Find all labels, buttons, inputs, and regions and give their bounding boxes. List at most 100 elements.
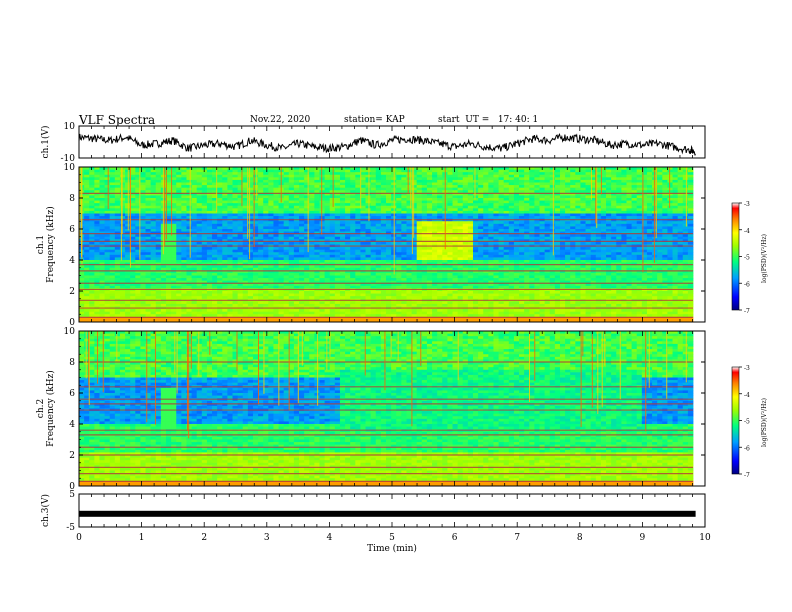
ch1-spectrogram-cell bbox=[560, 177, 566, 180]
ch1-spectrogram-cell bbox=[401, 170, 407, 173]
ch1-spectrogram-cell bbox=[488, 175, 494, 178]
ch1-spectrogram-cell bbox=[493, 185, 499, 188]
ch1-spectrogram-cell bbox=[432, 188, 438, 191]
ch1-spectrogram-cell bbox=[580, 195, 586, 198]
ch1-spectrogram-cell bbox=[151, 208, 157, 211]
ch1-spectrogram-cell bbox=[304, 180, 310, 183]
ch1-spectrogram-cell bbox=[350, 208, 356, 211]
ch1-spectrogram-cell bbox=[514, 208, 520, 211]
ch1-spectrogram-cell bbox=[417, 214, 423, 217]
ch1-spectrogram-cell bbox=[289, 201, 295, 204]
ch1-spectrogram-cell bbox=[366, 201, 372, 204]
ch1-spectrogram-cell bbox=[222, 208, 228, 211]
ch1-spectrogram-cell bbox=[299, 185, 305, 188]
ch1-spectrogram-cell bbox=[473, 172, 479, 175]
ch1-spectrogram-cell bbox=[340, 198, 346, 201]
ch1-spectrogram-cell bbox=[529, 211, 535, 214]
ch1-spectrogram-cell bbox=[94, 214, 100, 217]
ch1-spectrogram-cell bbox=[268, 216, 274, 219]
ch1-spectrogram-cell bbox=[202, 175, 208, 178]
ch1-spectrogram-cell bbox=[683, 214, 689, 217]
ch1-spectrogram-cell bbox=[258, 188, 264, 191]
ch1-spectrogram-cell bbox=[309, 170, 315, 173]
ch1-spectrogram-cell bbox=[509, 180, 515, 183]
ch1-spectrogram-cell bbox=[314, 216, 320, 219]
ch1-spectrogram-cell bbox=[458, 188, 464, 191]
ch1-spectrogram-cell bbox=[366, 203, 372, 206]
ch1-spectrogram-cell bbox=[667, 172, 673, 175]
ch1-spectrogram-cell bbox=[632, 183, 638, 186]
ch1-spectrogram-cell bbox=[534, 185, 540, 188]
ch1-spectrogram-cell bbox=[273, 216, 279, 219]
ch1-spectrogram-cell bbox=[488, 198, 494, 201]
ch1-spectrogram-cell bbox=[146, 183, 152, 186]
ch1-spectrogram-cell bbox=[212, 216, 218, 219]
ch1-spectrogram-cell bbox=[432, 201, 438, 204]
ch1-spectrogram-cell bbox=[468, 183, 474, 186]
ch1-spectrogram-cell bbox=[514, 188, 520, 191]
ch1-spectrogram-cell bbox=[621, 198, 627, 201]
ch1-spectrogram-cell bbox=[99, 170, 105, 173]
ch1-spectrogram-cell bbox=[509, 201, 515, 204]
ch1-spectrogram-cell bbox=[499, 195, 505, 198]
ch1-spectrogram-cell bbox=[186, 177, 192, 180]
ch1-spectrogram-cell bbox=[151, 198, 157, 201]
ch1-spectrogram-cell bbox=[565, 188, 571, 191]
ch1-spectrogram-cell bbox=[667, 195, 673, 198]
ch1-spectrogram-cell bbox=[181, 206, 187, 209]
ch1-spectrogram-cell bbox=[299, 211, 305, 214]
ch1-spectrogram-cell bbox=[207, 195, 213, 198]
ch1-spectrogram-cell bbox=[575, 185, 581, 188]
ch1-spectrogram-cell bbox=[396, 221, 402, 224]
ch1-spectrogram-cell bbox=[422, 216, 428, 219]
ch1-spectrogram-cell bbox=[212, 221, 218, 224]
ch1-spectrogram-cell bbox=[621, 201, 627, 204]
ch1-spectrogram-cell bbox=[565, 214, 571, 217]
ch1-spectrogram-cell bbox=[560, 203, 566, 206]
ch1-spectrogram-cell bbox=[683, 188, 689, 191]
ch1-spectrogram-cell bbox=[371, 188, 377, 191]
ch1-spectrogram-cell bbox=[550, 216, 556, 219]
ch1-spectrogram-cell bbox=[151, 172, 157, 175]
ch1-spectrogram-cell bbox=[314, 175, 320, 178]
ch1-spectrogram-cell bbox=[483, 180, 489, 183]
ch1-spectrogram-cell bbox=[319, 214, 325, 217]
ch1-spectrogram-cell bbox=[330, 180, 336, 183]
ch1-spectrogram-cell bbox=[683, 211, 689, 214]
ch1-spectrogram-cell bbox=[309, 206, 315, 209]
ch1-spectrogram-cell bbox=[227, 175, 233, 178]
ch1-spectrogram-cell bbox=[386, 175, 392, 178]
ch1-spectrogram-cell bbox=[586, 185, 592, 188]
ch1-spectrogram-cell bbox=[534, 203, 540, 206]
ch1-spectrogram-cell bbox=[294, 198, 300, 201]
ch1-spectrogram-cell bbox=[586, 170, 592, 173]
ch1-spectrogram-cell bbox=[299, 195, 305, 198]
ch1-spectrogram-cell bbox=[534, 211, 540, 214]
ch1-spectrogram-cell bbox=[565, 172, 571, 175]
ch1-spectrogram-cell bbox=[586, 180, 592, 183]
ch1-spectrogram-cell bbox=[529, 177, 535, 180]
ch1-spectrogram-cell bbox=[350, 177, 356, 180]
ch1-spectrogram-cell bbox=[197, 177, 203, 180]
ch1-spectrogram-cell bbox=[279, 203, 285, 206]
ch1-spectrogram-cell bbox=[371, 180, 377, 183]
ch1-spectrogram-cell bbox=[514, 195, 520, 198]
ch1-spectrogram-cell bbox=[453, 183, 459, 186]
ch1-spectrogram-cell bbox=[217, 170, 223, 173]
ch1-spectrogram-cell bbox=[376, 198, 382, 201]
ch1-spectrogram-cell bbox=[207, 221, 213, 224]
ch1-spectrogram-cell bbox=[499, 188, 505, 191]
ch1-spectrogram-cell bbox=[580, 170, 586, 173]
ch1-spectrogram-cell bbox=[606, 201, 612, 204]
ch1-spectrogram-cell bbox=[360, 185, 366, 188]
ch1-spectrogram-cell bbox=[84, 211, 90, 214]
ch1-spectrogram-cell bbox=[381, 172, 387, 175]
ch1-spectrogram-cell bbox=[156, 172, 162, 175]
ch1-spectrogram-cell bbox=[540, 175, 546, 178]
ch1-spectrogram-cell bbox=[279, 211, 285, 214]
ch1-spectrogram-cell bbox=[580, 216, 586, 219]
ch1-spectrogram-cell bbox=[340, 170, 346, 173]
ch1-spectrogram-cell bbox=[130, 206, 136, 209]
ch1-spectrogram-cell bbox=[519, 183, 525, 186]
ch1-spectrogram-cell bbox=[683, 185, 689, 188]
